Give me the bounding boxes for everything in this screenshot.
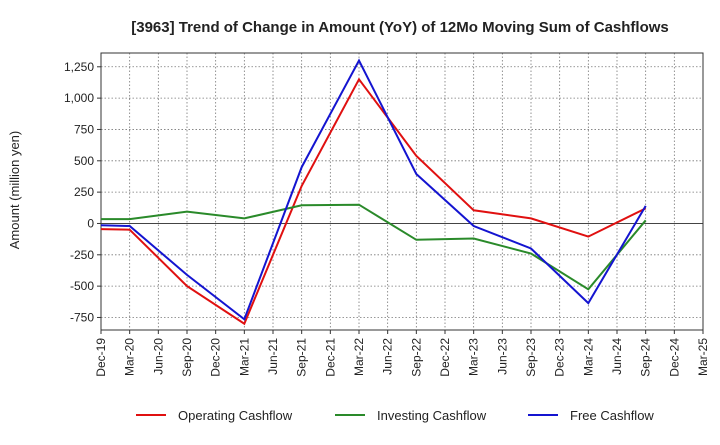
y-tick-label: 0	[87, 216, 94, 230]
legend-label: Investing Cashflow	[377, 408, 487, 423]
x-tick-label: Mar-24	[581, 338, 595, 376]
x-tick-label: Dec-23	[553, 338, 567, 377]
x-tick-label: Sep-23	[524, 338, 538, 377]
y-tick-label: 250	[74, 185, 94, 199]
y-tick-label: -250	[70, 248, 94, 262]
series-line-3	[100, 58, 647, 321]
x-tick-label: Mar-21	[237, 338, 251, 376]
x-tick-label: Dec-20	[209, 338, 223, 377]
x-tick-label: Sep-22	[409, 338, 423, 377]
x-tick-label: Dec-19	[94, 338, 108, 377]
y-tick-label: 750	[74, 122, 94, 136]
chart-title: [3963] Trend of Change in Amount (YoY) o…	[131, 19, 669, 36]
grid-layer	[101, 53, 703, 330]
y-tick-label: -500	[70, 279, 94, 293]
x-tick-label: Mar-20	[123, 338, 137, 376]
x-tick-label: Sep-21	[295, 338, 309, 377]
series-line-2	[101, 203, 647, 291]
y-tick-label: -750	[70, 310, 94, 324]
x-tick-label: Dec-24	[667, 338, 681, 377]
series-layer	[100, 58, 647, 326]
x-tick-label: Mar-23	[467, 338, 481, 376]
x-tick-label: Dec-21	[323, 338, 337, 377]
y-axis-label: Amount (million yen)	[7, 131, 22, 250]
x-tick-label: Mar-25	[696, 338, 710, 376]
x-tick-label: Jun-23	[495, 338, 509, 375]
x-tick-label: Sep-20	[180, 338, 194, 377]
x-tick-label: Jun-22	[381, 338, 395, 375]
x-tick-label: Jun-21	[266, 338, 280, 375]
x-tick-label: Sep-24	[639, 338, 653, 377]
legend-label: Operating Cashflow	[178, 408, 293, 423]
y-tick-label: 500	[74, 154, 94, 168]
series-line-1	[100, 77, 647, 326]
plot-frame	[100, 52, 704, 331]
y-tick-label: 1,000	[64, 91, 94, 105]
axis-layer: Dec-19 Mar-20 Jun-20 Sep-20 Dec-20 Mar-21 Jun-…	[64, 52, 710, 377]
x-tick-label: Jun-24	[610, 338, 624, 375]
x-tick-label: Mar-22	[352, 338, 366, 376]
y-tick-label: 1,250	[64, 60, 94, 74]
x-tick-label: Jun-20	[151, 338, 165, 375]
legend: Operating Cashflow Investing Cashflow Free…	[136, 408, 654, 423]
x-tick-label: Dec-22	[438, 338, 452, 377]
legend-label: Free Cashflow	[570, 408, 654, 423]
